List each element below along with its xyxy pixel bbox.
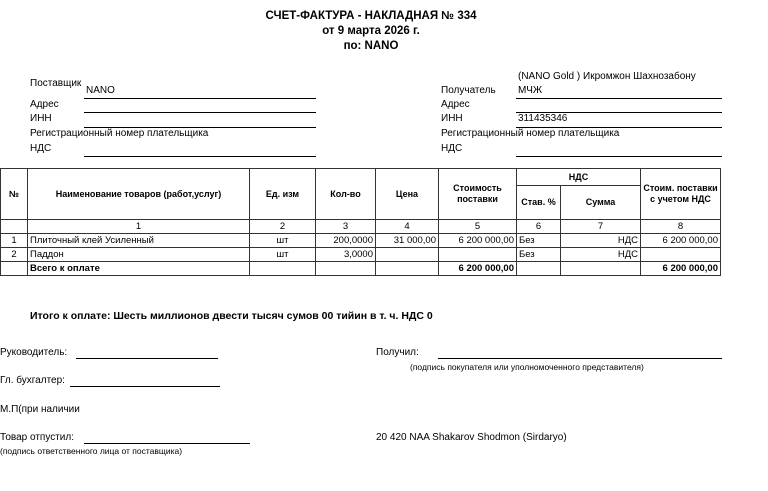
supplier-value: NANO [86,85,115,96]
col-header-total: Стоим. поставки с учетом НДС [640,168,721,220]
row-unit: шт [249,247,316,262]
invoice-date: от 9 марта 2026 г. [322,25,420,37]
row-price [375,247,439,262]
received-label: Получил: [376,347,419,358]
row-rate: Без [516,247,561,262]
col-header-sum: Сумма [560,185,641,220]
row-total: 6 200 000,00 [640,233,721,248]
col-header-unit: Ед. изм [249,168,316,220]
recipient-address-label: Адрес [441,99,470,110]
supplier-inn-label: ИНН [30,113,52,124]
invoice-basis: по: NANO [343,40,399,52]
row-total [640,247,721,262]
recipient-nds-label: НДС [441,143,463,154]
row-price: 31 000,00 [375,233,439,248]
row-name: Паддон [27,247,250,262]
row-num: 2 [0,247,28,262]
row-cost: 6 200 000,00 [438,233,517,248]
released-note: (подпись ответственного лица от поставщи… [0,446,183,456]
supplier-address-label: Адрес [30,99,59,110]
recipient-value-line2: МЧЖ [518,85,543,96]
col-header-rate: Став. % [516,185,561,220]
col-number: 2 [249,219,316,234]
recipient-label: Получатель [441,85,496,96]
col-number: 7 [560,219,641,234]
recipient-inn-value: 311435346 [518,113,568,124]
col-number: 1 [27,219,250,234]
row-num: 1 [0,233,28,248]
supplier-reg-label: Регистрационный номер плательщика [30,128,209,139]
col-number: 8 [640,219,721,234]
row-rate: Без [516,233,561,248]
total-with-nds: 6 200 000,00 [640,261,721,276]
row-cost [438,247,517,262]
col-header-name: Наименование товаров (работ,услуг) [27,168,250,220]
stamp-label: М.П(при наличии [0,404,80,415]
director-label: Руководитель: [0,347,68,358]
col-number: 3 [315,219,376,234]
col-header-nds: НДС [516,168,641,186]
column-numbers-row: 1 2 3 4 5 6 7 8 [0,219,721,234]
recipient-reg-label: Регистрационный номер плательщика [441,128,620,139]
amount-in-words: Итого к оплате: Шесть миллионов двести т… [30,310,433,322]
row-sum: НДС [560,247,641,262]
col-number: 6 [516,219,561,234]
total-row: Всего к оплате 6 200 000,00 6 200 000,00 [0,261,721,276]
row-sum: НДС [560,233,641,248]
supplier-label: Поставщик [30,78,82,89]
director-signature-line [76,358,218,359]
col-header-price: Цена [375,168,439,220]
col-header-cost: Стоимость поставки [438,168,517,220]
items-table: № Наименование товаров (работ,услуг) Ед.… [0,168,721,276]
agent-name: 20 420 NAA Shakarov Shodmon (Sirdaryo) [376,432,567,443]
received-signature-line [438,358,722,359]
total-label: Всего к оплате [27,261,250,276]
col-number: 4 [375,219,439,234]
released-signature-line [84,443,250,444]
total-cost: 6 200 000,00 [438,261,517,276]
col-number: 5 [438,219,517,234]
accountant-signature-line [70,386,220,387]
received-note: (подпись покупателя или уполномоченного … [410,362,644,372]
table-row: 2 Паддон шт 3,0000 Без НДС [0,247,721,262]
row-qty: 3,0000 [315,247,376,262]
row-qty: 200,0000 [315,233,376,248]
col-header-num: № [0,168,28,220]
table-row: 1 Плиточный клей Усиленный шт 200,0000 3… [0,233,721,248]
row-unit: шт [249,233,316,248]
row-name: Плиточный клей Усиленный [27,233,250,248]
recipient-inn-label: ИНН [441,113,463,124]
released-label: Товар отпустил: [0,432,74,443]
invoice-title: СЧЕТ-ФАКТУРА - НАКЛАДНАЯ № 334 [265,10,477,22]
col-header-qty: Кол-во [315,168,376,220]
supplier-nds-label: НДС [30,143,52,154]
accountant-label: Гл. бухгалтер: [0,375,65,386]
recipient-value-line1: (NANO Gold ) Икромжон Шахнозабону [518,71,696,82]
